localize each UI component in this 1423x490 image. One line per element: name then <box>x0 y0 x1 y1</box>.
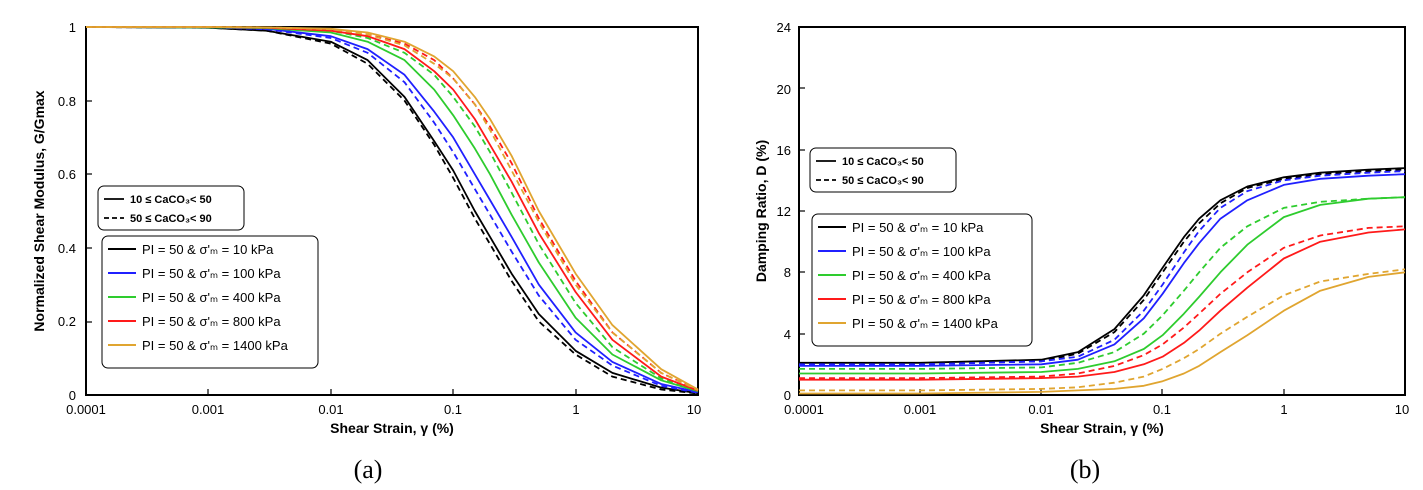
panel-b-y-ticks: 0 4 8 12 16 20 24 <box>777 20 805 403</box>
panel-b-x-axis-label: Shear Strain, γ (%) <box>1040 420 1164 436</box>
legend-style-label: 10 ≤ CaCO₃< 50 <box>842 156 924 168</box>
panel-b-ytick-label: 0 <box>784 388 791 403</box>
panel-a-ytick-label: 0.2 <box>58 314 76 329</box>
panel-a-y-axis-label: Normalized Shear Modulus, G/Gmax <box>31 90 47 331</box>
panel-b-series-pi50-1400-dashed <box>799 268 1406 392</box>
panel-a-series-pi50-10-dashed <box>85 26 699 395</box>
panel-b-series-pi50-10-dashed <box>799 168 1406 366</box>
panel-b-ytick-label: 4 <box>784 327 791 342</box>
panel-b-series-pi50-400-dashed <box>799 196 1406 370</box>
panel-b-series-group <box>799 167 1406 395</box>
panel-a-caption: (a) <box>354 455 383 484</box>
panel-b-xtick-label: 10 <box>1395 402 1409 417</box>
panel-a-legend-style: 10 ≤ CaCO₃< 50 50 ≤ CaCO₃< 90 <box>97 185 245 231</box>
panel-a-series-pi50-1400-dashed <box>86 26 699 392</box>
panel-a-xtick-label: 0.01 <box>318 402 343 417</box>
panel-a-xtick-label: 1 <box>572 402 579 417</box>
panel-b-series-pi50-10-solid <box>799 167 1406 364</box>
panel-b-xtick-label: 1 <box>1280 402 1287 417</box>
panel-a-series-pi50-400-solid <box>85 26 699 393</box>
panel-b-ytick-label: 24 <box>777 20 791 35</box>
panel-a-xtick-label: 10 <box>687 402 701 417</box>
legend-series-label: PI = 50 & σ'ₘ = 1400 kPa <box>852 316 999 331</box>
panel-a-x-ticks: 0.0001 0.001 0.01 0.1 1 10 <box>66 389 701 417</box>
panel-b-xtick-label: 0.001 <box>904 402 937 417</box>
legend-series-label: PI = 50 & σ'ₘ = 10 kPa <box>852 220 984 235</box>
panel-b-ytick-label: 16 <box>777 143 791 158</box>
panel-a-legend-series: PI = 50 & σ'ₘ = 10 kPa PI = 50 & σ'ₘ = 1… <box>101 235 319 369</box>
panel-a-xtick-label: 0.0001 <box>66 402 106 417</box>
legend-series-label: PI = 50 & σ'ₘ = 100 kPa <box>852 244 991 259</box>
panel-b-ytick-label: 12 <box>777 204 791 219</box>
panel-a-series-pi50-100-dashed <box>85 26 699 394</box>
panel-b-series-pi50-100-solid <box>799 173 1406 367</box>
legend-series-label: PI = 50 & σ'ₘ = 400 kPa <box>142 290 281 305</box>
legend-series-label: PI = 50 & σ'ₘ = 100 kPa <box>142 266 281 281</box>
panel-a-xtick-label: 0.1 <box>444 402 462 417</box>
panel-a-xtick-label: 0.001 <box>192 402 225 417</box>
panel-b-series-pi50-800-dashed <box>799 225 1406 380</box>
panel-a-x-axis-label: Shear Strain, γ (%) <box>330 420 454 436</box>
legend-style-label: 10 ≤ CaCO₃< 50 <box>130 194 212 206</box>
panel-b-series-pi50-400-solid <box>799 196 1406 375</box>
panel-b-series-pi50-1400-solid <box>799 271 1406 395</box>
panel-b-legend-style: 10 ≤ CaCO₃< 50 50 ≤ CaCO₃< 90 <box>809 147 957 193</box>
panel-b-ytick-label: 8 <box>784 265 791 280</box>
panel-a-series-pi50-100-solid <box>85 26 699 393</box>
panel-b-series-pi50-800-solid <box>799 228 1406 381</box>
panel-a-ytick-label: 1 <box>69 20 76 35</box>
panel-a-series-pi50-10-solid <box>85 26 699 395</box>
legend-series-label: PI = 50 & σ'ₘ = 800 kPa <box>142 314 281 329</box>
legend-series-label: PI = 50 & σ'ₘ = 800 kPa <box>852 292 991 307</box>
legend-box <box>809 147 957 193</box>
panel-b-caption: (b) <box>1070 455 1100 484</box>
legend-box <box>811 213 1033 347</box>
legend-box <box>101 235 319 369</box>
panel-b: 0 4 8 12 16 20 24 0.0001 0.001 0.01 0.1 … <box>753 20 1409 484</box>
panel-b-xtick-label: 0.01 <box>1028 402 1053 417</box>
panel-a: 0 0.2 0.4 0.6 0.8 1 0.0001 0.001 0.01 0.… <box>31 20 701 484</box>
panel-a-series-group <box>85 26 699 395</box>
legend-series-label: PI = 50 & σ'ₘ = 1400 kPa <box>142 338 289 353</box>
panel-b-series-pi50-100-dashed <box>799 170 1406 366</box>
legend-series-label: PI = 50 & σ'ₘ = 10 kPa <box>142 242 274 257</box>
panel-b-xtick-label: 0.0001 <box>784 402 824 417</box>
panel-b-ytick-label: 20 <box>777 82 791 97</box>
legend-series-label: PI = 50 & σ'ₘ = 400 kPa <box>852 268 991 283</box>
legend-style-label: 50 ≤ CaCO₃< 90 <box>130 213 212 225</box>
panel-b-xtick-label: 0.1 <box>1153 402 1171 417</box>
panel-b-legend-series: PI = 50 & σ'ₘ = 10 kPa PI = 50 & σ'ₘ = 1… <box>811 213 1033 347</box>
panel-a-ytick-label: 0.4 <box>58 241 76 256</box>
panel-a-ytick-label: 0.6 <box>58 167 76 182</box>
panel-a-ytick-label: 0 <box>69 388 76 403</box>
panel-a-ytick-label: 0.8 <box>58 94 76 109</box>
panel-b-y-axis-label: Damping Ratio, D (%) <box>753 140 769 282</box>
legend-box <box>97 185 245 231</box>
legend-style-label: 50 ≤ CaCO₃< 90 <box>842 175 924 187</box>
panel-a-y-ticks: 0 0.2 0.4 0.6 0.8 1 <box>58 20 92 403</box>
